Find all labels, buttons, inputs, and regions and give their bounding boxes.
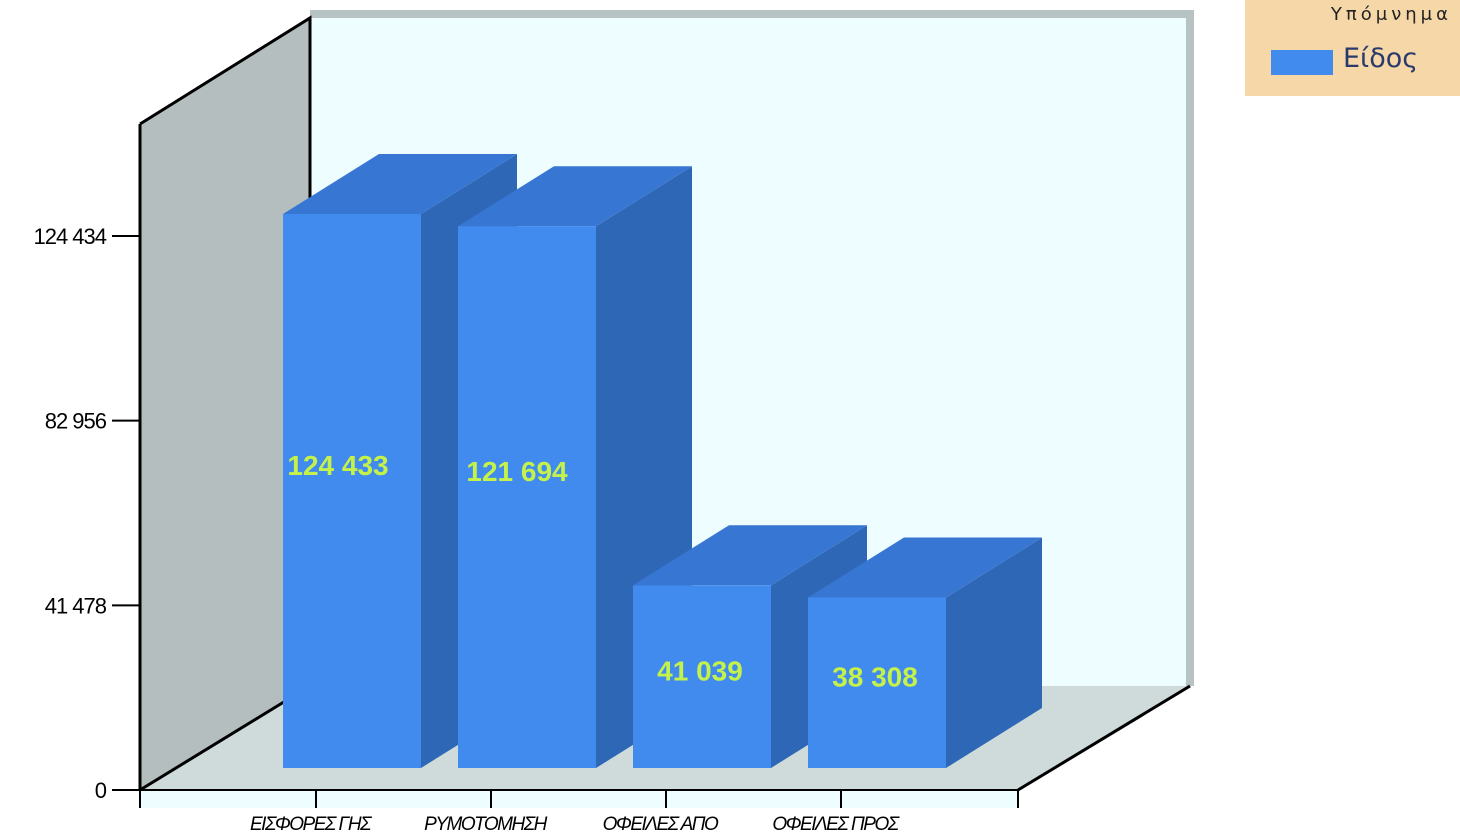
bar-front-face: [283, 214, 421, 768]
side-wall: [140, 18, 310, 790]
y-tick-label: 82 956: [45, 409, 107, 434]
bar-value-label: 41 039: [657, 656, 743, 687]
bar-1: 124 433: [283, 154, 517, 768]
floor-right-edge: [1017, 684, 1191, 792]
bar-front-face: [458, 226, 596, 768]
legend-title: Υπόμνημα: [1330, 4, 1452, 25]
floor-front-strip: [140, 790, 1018, 808]
legend: Υπόμνημα Είδος: [1245, 0, 1460, 96]
y-tick-label: 41 478: [45, 593, 107, 618]
x-tick-label: ΡΥΜΟΤΟΜΗΣΗ: [424, 814, 547, 832]
bar-front-face: [808, 597, 946, 768]
x-tick-label: ΟΦΕΙΛΕΣ ΠΡΟΣ: [772, 814, 899, 832]
bar-top-face: [808, 537, 1042, 598]
bar-top-face: [458, 166, 692, 227]
legend-series-label: Είδος: [1343, 43, 1419, 74]
bar-front-face: [633, 585, 771, 768]
y-tick-label: 124 434: [33, 224, 106, 249]
bar-4: 38 308: [808, 537, 1042, 768]
bar-value-label: 121 694: [466, 456, 568, 487]
floor-left-edge: [139, 684, 311, 792]
bar-side-face: [946, 537, 1042, 768]
bar-3: 41 039: [633, 525, 867, 768]
back-wall-border: [310, 10, 1194, 686]
bar-top-face: [283, 154, 517, 215]
legend-swatch: [1271, 50, 1333, 75]
x-tick-label: ΕΙΣΦΟΡΕΣ ΓΗΣ: [250, 814, 372, 832]
y-tick-label: 0: [95, 778, 107, 803]
bar-value-label: 38 308: [832, 662, 918, 693]
bar-top-face: [633, 525, 867, 586]
x-tick-label: ΟΦΕΙΛΕΣ ΑΠΟ: [603, 814, 719, 832]
bar-value-label: 124 433: [287, 450, 388, 481]
